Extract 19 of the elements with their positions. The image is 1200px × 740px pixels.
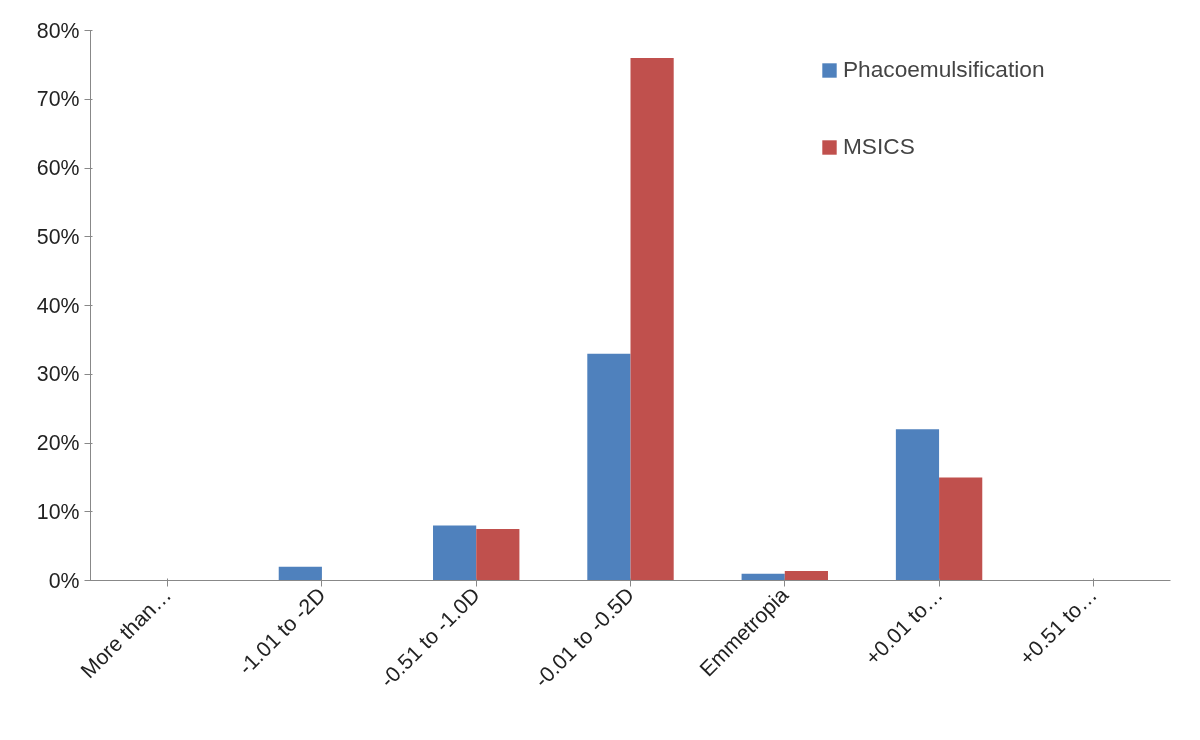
bar xyxy=(784,570,828,581)
y-tick-label: 40% xyxy=(36,293,80,318)
bar xyxy=(433,525,477,581)
y-tick-label: 20% xyxy=(36,431,80,455)
bar xyxy=(476,528,520,581)
y-tick-label: 60% xyxy=(36,156,80,180)
bar xyxy=(630,58,674,581)
y-tick-label: 80% xyxy=(36,18,80,43)
bar xyxy=(939,477,983,581)
bar xyxy=(587,353,631,581)
y-tick-label: 10% xyxy=(36,499,80,524)
bar xyxy=(895,429,940,581)
legend-label: MSICS xyxy=(843,133,915,160)
y-tick-label: 50% xyxy=(36,224,80,249)
legend-label: Phacoemulsification xyxy=(843,56,1045,83)
y-tick-label: 0% xyxy=(48,568,80,593)
y-tick-label: 30% xyxy=(36,362,80,387)
bar xyxy=(278,566,322,581)
y-tick-label: 70% xyxy=(36,87,80,112)
